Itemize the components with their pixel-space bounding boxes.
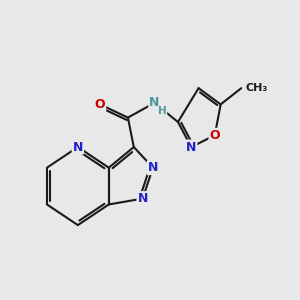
Text: O: O [94, 98, 105, 111]
Text: N: N [186, 141, 196, 154]
Text: N: N [137, 192, 148, 205]
Text: N: N [73, 141, 83, 154]
Text: N: N [148, 161, 158, 174]
Text: CH₃: CH₃ [246, 83, 268, 93]
Text: O: O [209, 129, 220, 142]
Text: N: N [149, 96, 160, 110]
Text: H: H [158, 106, 167, 116]
